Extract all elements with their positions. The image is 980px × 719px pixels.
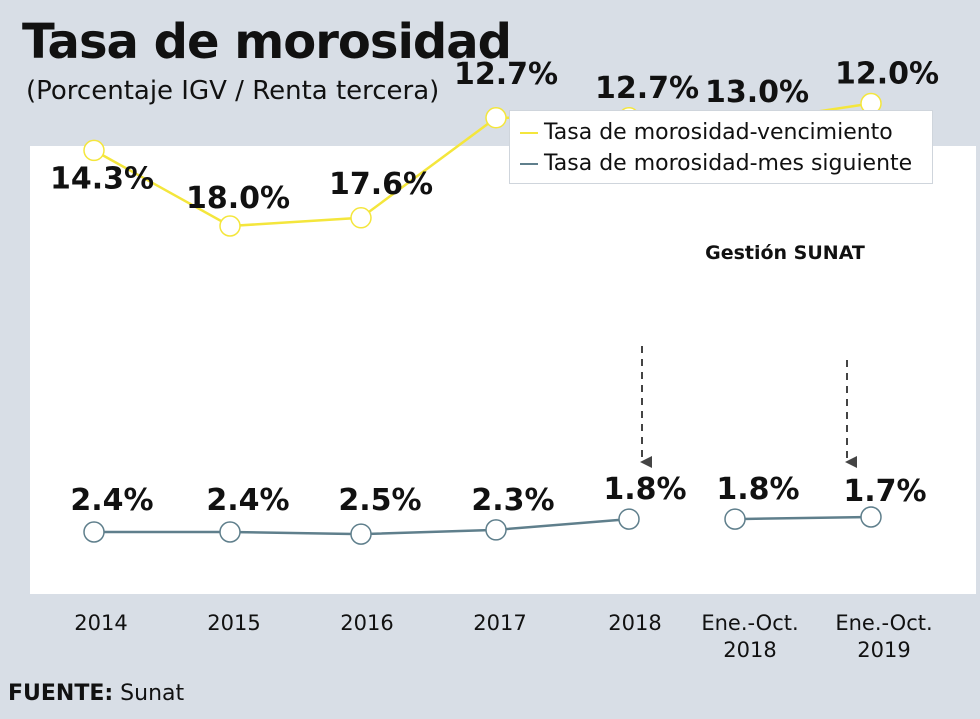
source-label: FUENTE:	[8, 681, 114, 706]
data-point-1-5	[724, 508, 746, 530]
data-label-0-3: 12.7%	[454, 57, 558, 92]
plot-area	[30, 146, 976, 594]
legend: Tasa de morosidad-vencimiento Tasa de mo…	[509, 110, 933, 184]
data-point-1-2	[350, 523, 372, 545]
data-point-0-2	[350, 207, 372, 229]
data-label-1-5: 1.8%	[716, 472, 799, 507]
data-point-0-0	[83, 139, 105, 162]
legend-swatch-mes-siguiente	[520, 162, 538, 165]
x-tick-label-3-0: 2017	[473, 611, 526, 635]
chart-subtitle: (Porcentaje IGV / Renta tercera)	[26, 76, 440, 106]
data-label-0-4: 12.7%	[595, 71, 699, 106]
chart-title: Tasa de morosidad	[22, 14, 512, 70]
legend-item-mes-siguiente: Tasa de morosidad-mes siguiente	[520, 148, 922, 179]
x-tick-label-1-0: 2015	[207, 611, 260, 635]
series-line-1-segment-1	[734, 515, 872, 521]
data-point-1-1	[219, 521, 241, 543]
annotation-gestion-sunat: Gestión SUNAT	[705, 242, 865, 264]
x-tick-label-6-1: 2019	[857, 638, 910, 662]
data-label-0-2: 17.6%	[329, 167, 433, 202]
x-tick-label-4-0: 2018	[608, 611, 661, 635]
data-label-0-5: 13.0%	[705, 75, 809, 110]
data-point-1-6	[860, 506, 882, 528]
source-note: FUENTE: Sunat	[8, 681, 184, 706]
data-point-1-4	[618, 508, 640, 530]
legend-label-mes-siguiente: Tasa de morosidad-mes siguiente	[544, 151, 913, 176]
legend-label-vencimiento: Tasa de morosidad-vencimiento	[544, 120, 893, 145]
x-tick-label-5-1: 2018	[723, 638, 776, 662]
x-tick-label-5-0: Ene.-Oct.	[701, 611, 798, 635]
data-label-1-2: 2.5%	[338, 483, 421, 518]
source-value: Sunat	[120, 681, 185, 706]
data-point-1-0	[83, 521, 105, 543]
x-tick-label-6-0: Ene.-Oct.	[835, 611, 932, 635]
data-label-1-1: 2.4%	[206, 483, 289, 518]
data-label-1-0: 2.4%	[70, 483, 153, 518]
data-label-0-0: 14.3%	[50, 161, 154, 196]
data-label-1-3: 2.3%	[471, 483, 554, 518]
x-tick-label-2-0: 2016	[340, 611, 393, 635]
legend-item-vencimiento: Tasa de morosidad-vencimiento	[520, 117, 922, 148]
data-label-0-1: 18.0%	[186, 181, 290, 216]
data-point-0-1	[219, 215, 241, 237]
data-label-0-6: 12.0%	[835, 57, 939, 92]
data-point-1-3	[485, 519, 507, 541]
data-label-1-4: 1.8%	[603, 472, 686, 507]
data-point-0-3	[485, 107, 507, 129]
data-label-1-6: 1.7%	[843, 474, 926, 509]
legend-swatch-vencimiento	[520, 131, 538, 134]
x-tick-label-0-0: 2014	[74, 611, 127, 635]
